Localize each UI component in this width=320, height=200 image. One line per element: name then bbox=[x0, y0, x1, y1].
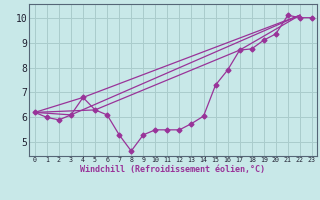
X-axis label: Windchill (Refroidissement éolien,°C): Windchill (Refroidissement éolien,°C) bbox=[80, 165, 265, 174]
